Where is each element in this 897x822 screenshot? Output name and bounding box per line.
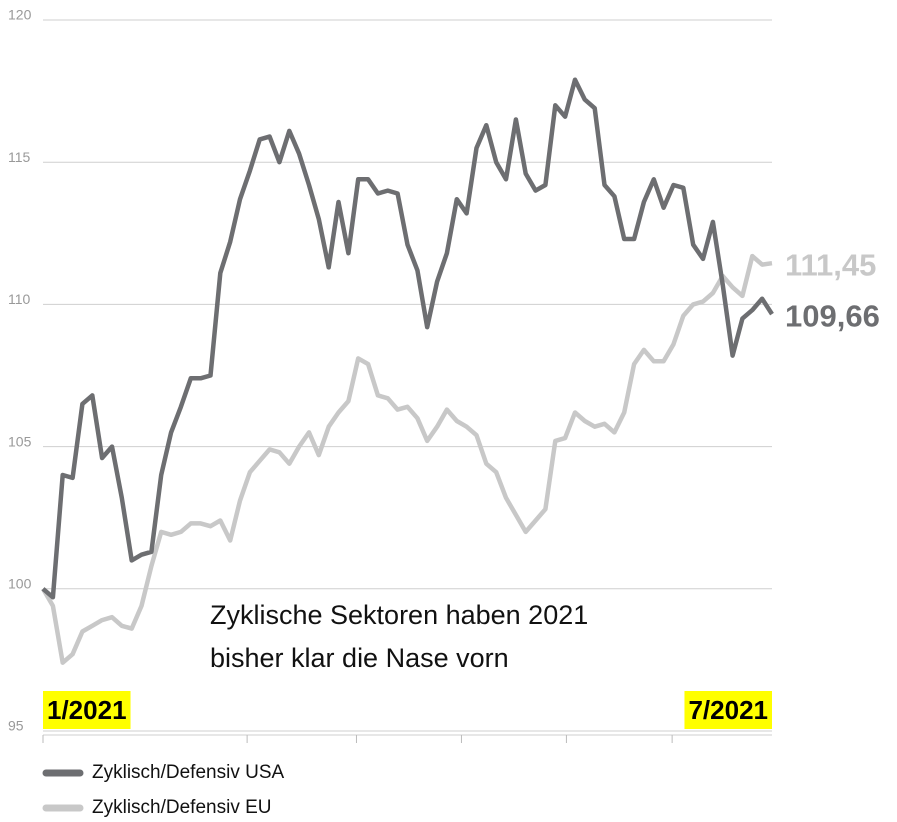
legend-label: Zyklisch/Defensiv USA xyxy=(92,762,284,783)
y-tick-label: 95 xyxy=(8,718,24,734)
label-highlight xyxy=(43,691,131,729)
y-tick-label: 120 xyxy=(8,7,32,23)
series-line xyxy=(41,77,774,600)
y-tick-label: 100 xyxy=(8,576,32,592)
end-label: 111,45 xyxy=(785,247,876,282)
legend-label: Zyklisch/Defensiv EU xyxy=(92,797,272,818)
x-tick-label: 1/2021 xyxy=(47,695,127,725)
end-label: 109,66 xyxy=(785,298,880,333)
annotation: Zyklische Sektoren haben 2021 xyxy=(210,600,588,630)
label-highlight xyxy=(684,691,772,729)
y-tick-label: 105 xyxy=(8,433,32,449)
x-tick-label: 7/2021 xyxy=(688,695,768,725)
annotation: bisher klar die Nase vorn xyxy=(210,643,509,673)
y-tick-label: 115 xyxy=(8,149,31,165)
series-line xyxy=(41,253,773,665)
y-tick-label: 110 xyxy=(8,291,31,307)
